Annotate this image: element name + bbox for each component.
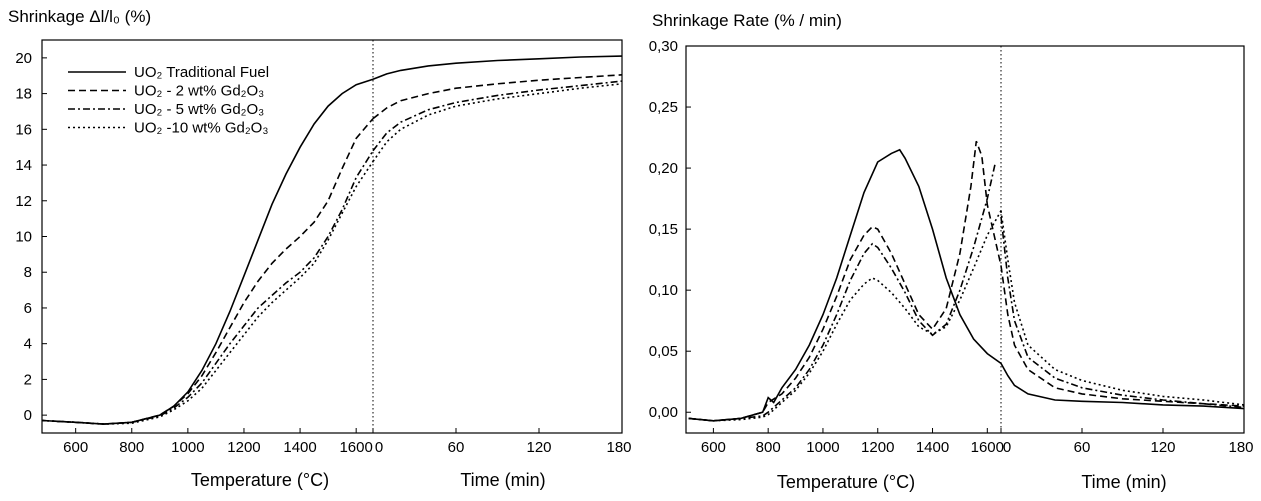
time-tick-label: 120 [526,439,551,456]
y-tick-label: 0 [24,407,32,424]
y-tick-label: 20 [15,50,32,67]
y-tick-label: 0,25 [649,99,678,116]
y-tick-label: 10 [15,229,32,246]
y-tick-label: 12 [15,193,32,210]
y-tick-label: 0,10 [649,282,678,299]
series-line-1-time [1000,265,1245,407]
y-tick-label: 16 [15,121,32,138]
y-tick-label: 0,30 [649,38,678,55]
series-line-1-temperature [41,118,374,425]
y-tick-label: 0,00 [649,404,678,421]
time-tick-label: 0 [375,439,383,456]
plot-frame [41,39,623,434]
legend-entry: UO₂ -10 wt% Gd₂O₃ [134,120,268,137]
temperature-tick-label: 600 [63,439,88,456]
series-line-2-temperature [41,150,374,425]
series-line-2-time [372,80,623,152]
time-tick-label: 60 [448,439,465,456]
time-tick-label: 60 [1074,439,1091,456]
series-line-3-time [372,83,623,162]
temperature-tick-label: 1400 [916,439,949,456]
plot-frame [685,45,1245,434]
series-line-0-time [1000,363,1245,410]
series-line-2-temperature [688,161,997,422]
shrinkage-rate-chart: Shrinkage Rate (% / min) 0,00 0,05 0,10 0,15… [649,11,1254,492]
temperature-tick-label: 1600 [339,439,372,456]
chart-title: Shrinkage Rate (% / min) [652,11,842,30]
series-line-2-time [1000,216,1245,409]
temperature-tick-label: 1000 [171,439,204,456]
temperature-tick-label: 1400 [283,439,316,456]
series-line-3-time [1000,210,1245,406]
series-line-1-time [372,74,623,120]
temperature-tick-label: 1200 [227,439,260,456]
time-axis-label: Time (min) [460,470,545,490]
temperature-tick-label: 1200 [861,439,894,456]
y-tick-label: 0,15 [649,221,678,238]
series-line-0-time [372,55,623,81]
y-tick-label: 0,20 [649,160,678,177]
y-tick-label: 4 [24,336,32,353]
legend-entry: UO₂ - 5 wt% Gd₂O₃ [134,101,264,118]
time-tick-label: 180 [606,439,631,456]
temperature-tick-label: 600 [701,439,726,456]
y-tick-label: 0,05 [649,343,678,360]
temperature-axis-label: Temperature (°C) [191,470,329,490]
chart-title: Shrinkage Δl/l₀ (%) [8,7,151,26]
y-tick-label: 6 [24,300,32,317]
temperature-axis-label: Temperature (°C) [777,472,915,492]
series-line-0-temperature [688,148,1002,422]
time-tick-label: 180 [1228,439,1253,456]
series-line-3-temperature [41,161,374,425]
series-line-3-temperature [688,210,1002,422]
series-line-1-temperature [688,140,1002,422]
legend-entry: UO₂ Traditional Fuel [134,64,269,81]
temperature-tick-label: 800 [756,439,781,456]
time-tick-label: 0 [1003,439,1011,456]
y-tick-label: 8 [24,264,32,281]
time-axis-label: Time (min) [1081,472,1166,492]
y-tick-label: 18 [15,86,32,103]
temperature-tick-label: 1600 [971,439,1004,456]
y-tick-label: 14 [15,157,32,174]
temperature-tick-label: 1000 [806,439,839,456]
y-tick-label: 2 [24,371,32,388]
time-tick-label: 120 [1150,439,1175,456]
legend-entry: UO₂ - 2 wt% Gd₂O₃ [134,83,264,100]
temperature-tick-label: 800 [119,439,144,456]
